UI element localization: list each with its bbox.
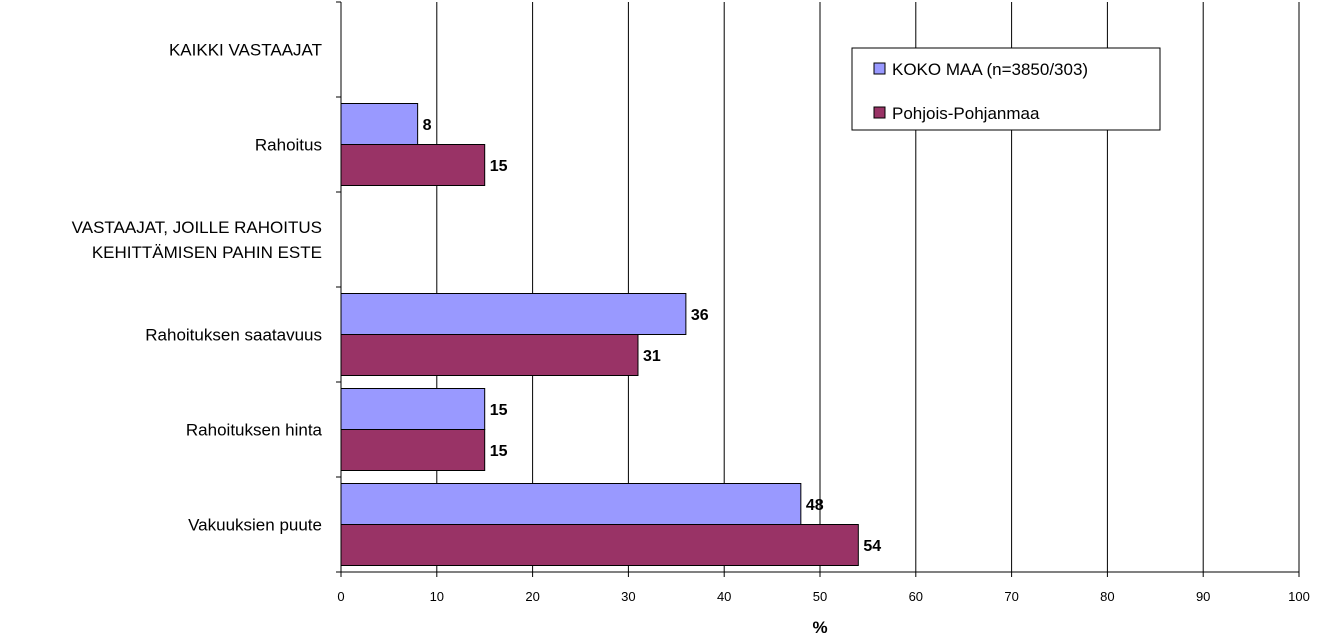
category-label-1: Rahoitus: [255, 136, 322, 155]
bar-series-1-category-5: [340, 524, 859, 566]
bar-series-1-category-4: [340, 429, 486, 471]
x-tick-label-20: 20: [525, 589, 539, 604]
legend-swatch-pohjois-pohjanmaa: [873, 106, 886, 119]
category-labels: KAIKKI VASTAAJAT Rahoitus VASTAAJAT, JOILL…: [72, 41, 323, 535]
legend-box: [851, 47, 1161, 131]
bars: [340, 103, 859, 566]
x-tick-label-30: 30: [621, 589, 635, 604]
legend-swatch-koko-maa: [873, 62, 886, 75]
legend: KOKO MAA (n=3850/303) Pohjois-Pohjanmaa: [851, 47, 1161, 131]
tick-labels: 0 10 20 30 40 50 60 70 80 90 100: [337, 589, 1309, 604]
bar-series-0-category-1: [340, 103, 419, 145]
data-label-series-0-category-1: 8: [423, 117, 432, 134]
x-tick-label-70: 70: [1004, 589, 1018, 604]
category-label-3: Rahoituksen saatavuus: [145, 326, 322, 345]
legend-label-pohjois-pohjanmaa: Pohjois-Pohjanmaa: [892, 104, 1040, 123]
bar-series-1-category-3: [340, 334, 639, 376]
category-label-0: KAIKKI VASTAAJAT: [169, 41, 322, 60]
data-label-series-1-category-5: 54: [863, 538, 881, 555]
x-axis-title: %: [812, 618, 827, 637]
bar-series-0-category-3: [340, 293, 687, 335]
category-label-5: Vakuuksien puute: [188, 516, 322, 535]
data-labels: 8 15 36 31 15 15 48 54: [423, 117, 882, 555]
x-tick-label-10: 10: [430, 589, 444, 604]
x-tick-label-80: 80: [1100, 589, 1114, 604]
bar-series-0-category-5: [340, 483, 802, 525]
category-label-2-line-0: VASTAAJAT, JOILLE RAHOITUS: [72, 218, 322, 237]
x-tick-label-0: 0: [337, 589, 344, 604]
data-label-series-0-category-5: 48: [806, 497, 824, 514]
legend-label-koko-maa: KOKO MAA (n=3850/303): [892, 60, 1088, 79]
category-label-4: Rahoituksen hinta: [186, 421, 323, 440]
x-tick-label-100: 100: [1288, 589, 1310, 604]
x-tick-label-60: 60: [909, 589, 923, 604]
bar-series-0-category-4: [340, 388, 486, 430]
data-label-series-1-category-1: 15: [490, 158, 508, 175]
data-label-series-0-category-3: 36: [691, 307, 709, 324]
x-tick-label-90: 90: [1196, 589, 1210, 604]
category-label-2-line-1: KEHITTÄMISEN PAHIN ESTE: [92, 243, 322, 262]
data-label-series-0-category-4: 15: [490, 402, 508, 419]
bar-series-1-category-1: [340, 144, 486, 186]
data-label-series-1-category-4: 15: [490, 443, 508, 460]
data-label-series-1-category-3: 31: [643, 348, 661, 365]
x-tick-label-50: 50: [813, 589, 827, 604]
axes: [336, 1, 1300, 577]
x-tick-label-40: 40: [717, 589, 731, 604]
